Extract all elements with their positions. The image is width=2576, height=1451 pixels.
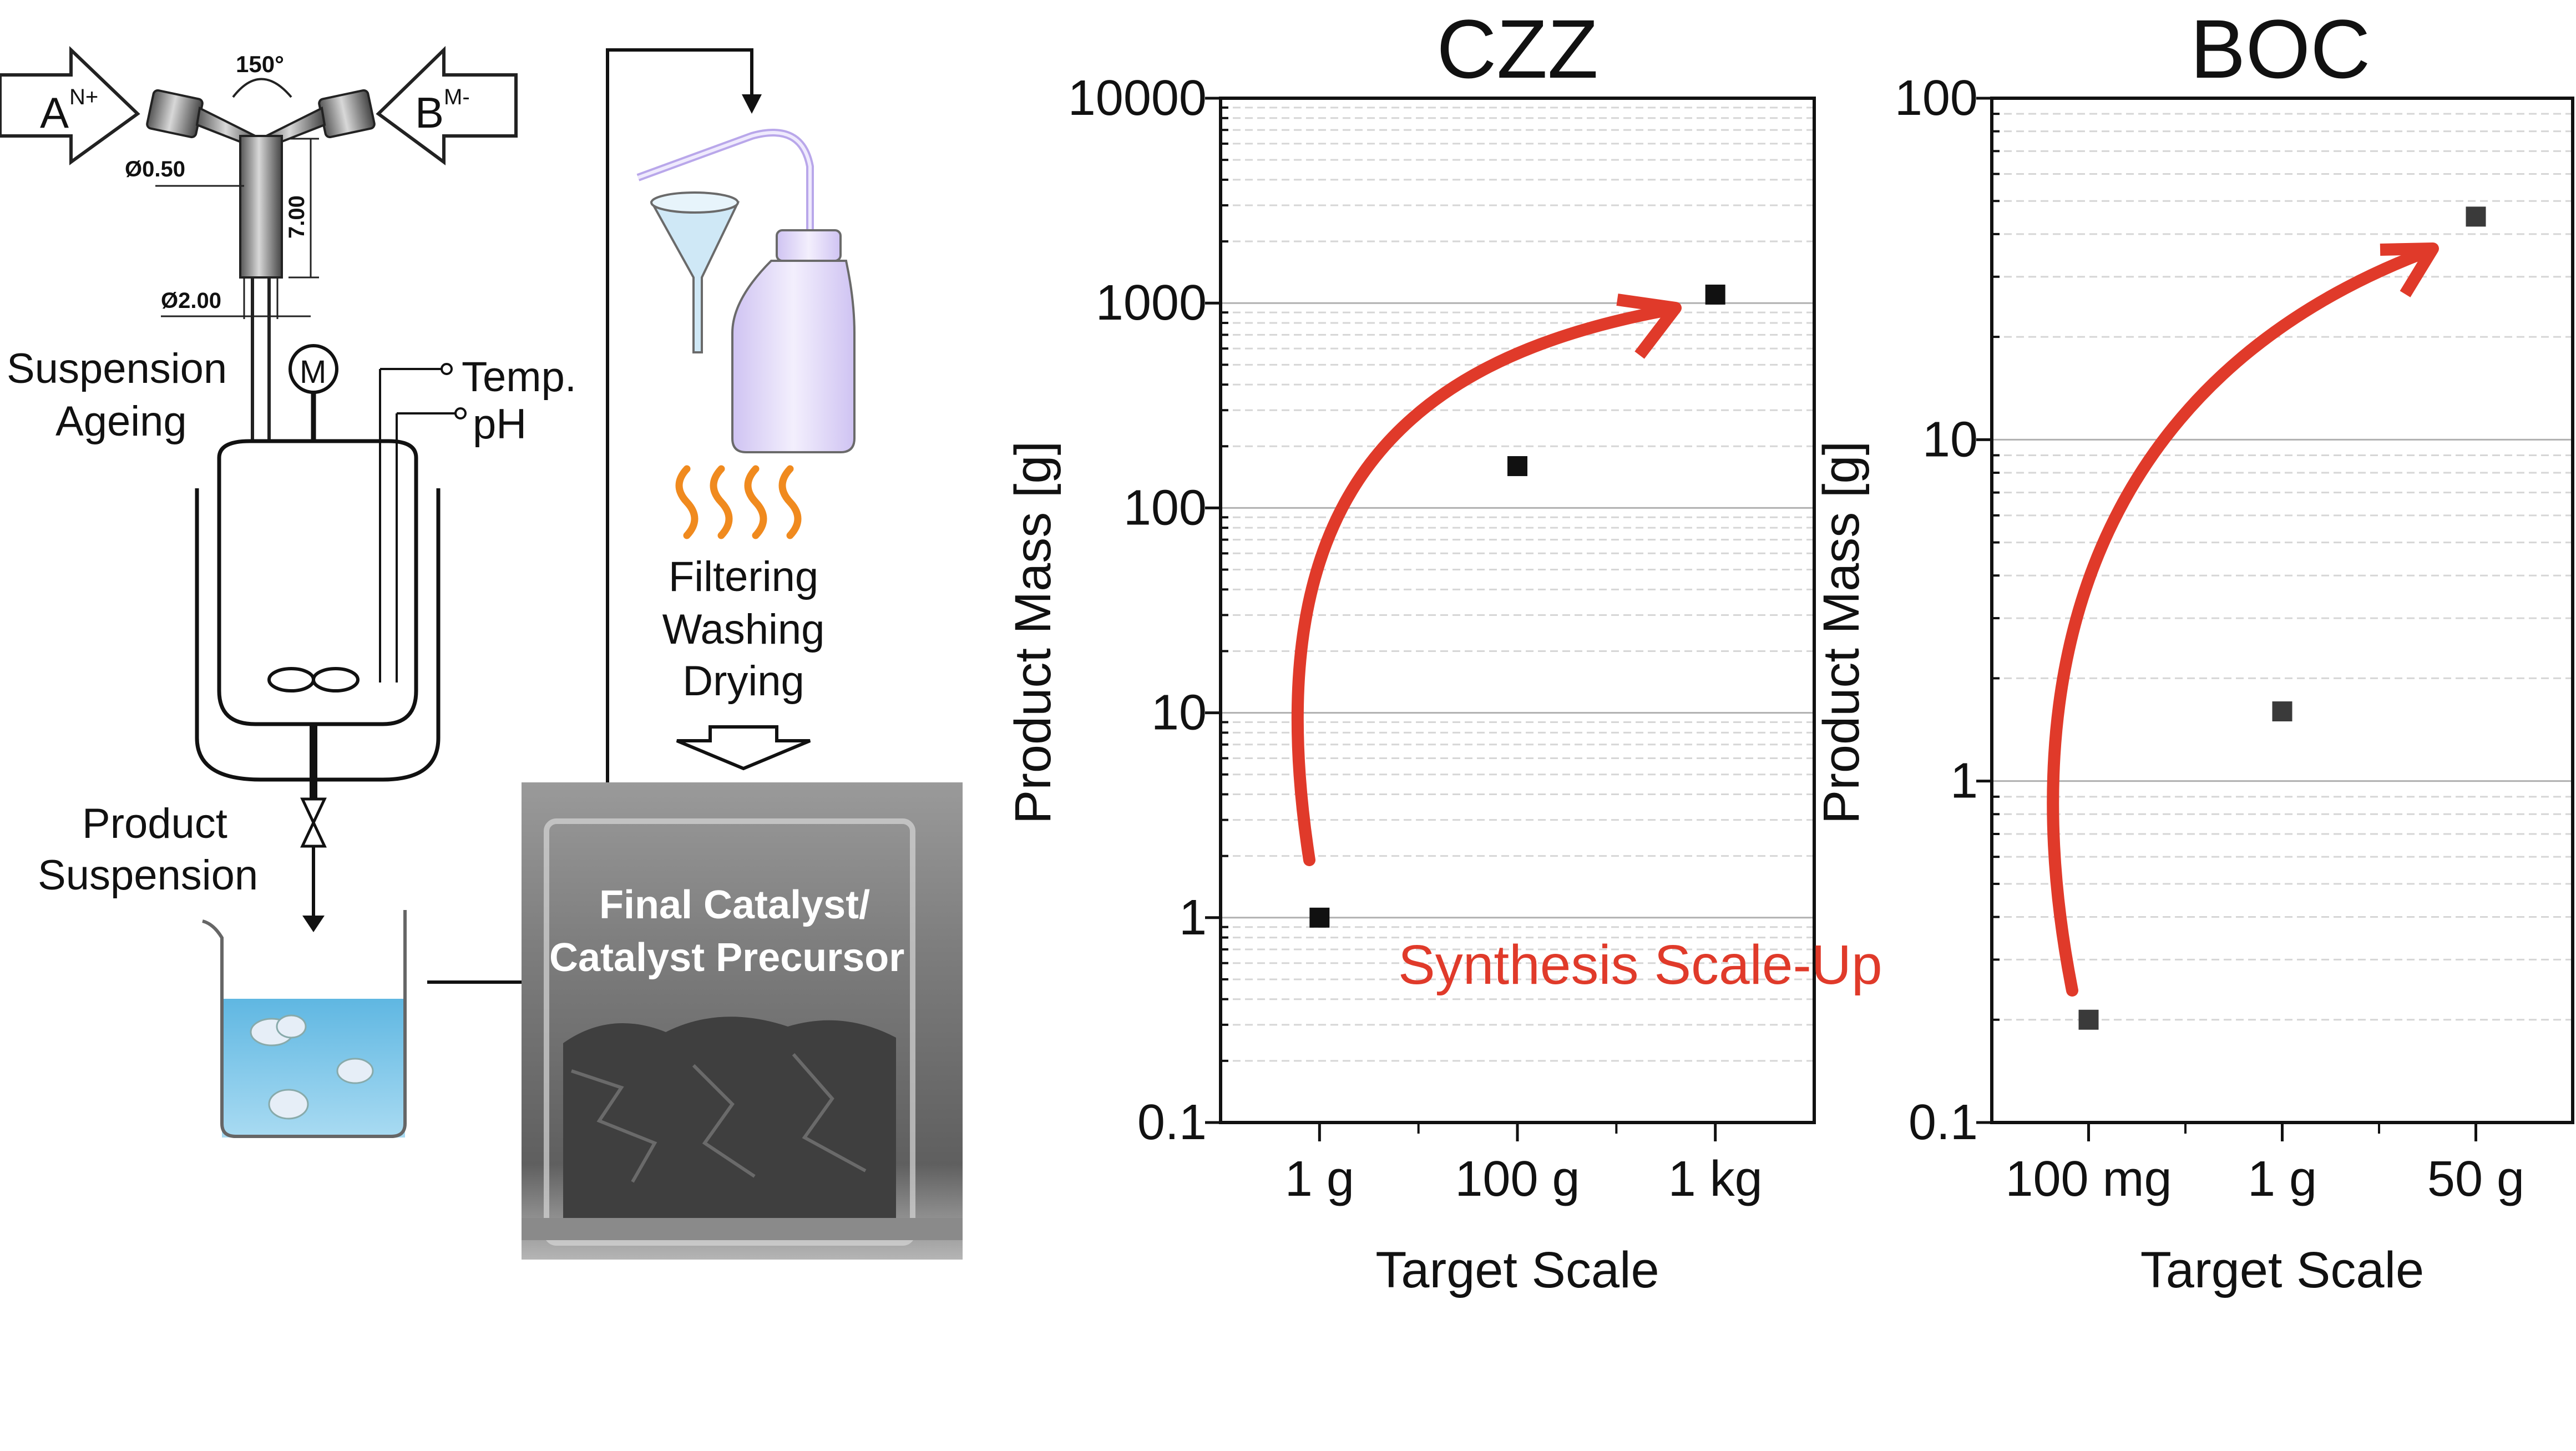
x-tick-label: 1 g: [1285, 1151, 1354, 1207]
x-axis-label: Target Scale: [1375, 1242, 1659, 1298]
dim-length: 7.00: [285, 195, 309, 239]
czz-arrowhead-icon: [1616, 294, 1682, 359]
inlet-b-label: B: [415, 88, 444, 137]
inlet-b-charge: M-: [444, 85, 470, 109]
motor-label: M: [300, 354, 326, 390]
mixer-angle: 150°: [236, 51, 284, 77]
y-axis-label: Product Mass [g]: [1813, 441, 1870, 824]
czz-chart: 0.1 1 10 100 1000 10000 1 g 100 g 1 kg CZZ Target …: [1005, 2, 1816, 1298]
x-tick-label: 100 mg: [2005, 1151, 2172, 1207]
y-tick-label: 1: [1950, 754, 1978, 809]
y-tick-label: 0.1: [1909, 1095, 1978, 1150]
photo-label-line1: Final Catalyst/: [599, 883, 870, 927]
product-label-line2: Suspension: [38, 852, 258, 899]
inlet-a-charge: N+: [69, 85, 98, 109]
scaleup-arrows: [1291, 242, 2439, 997]
y-axis-label: Product Mass [g]: [1005, 441, 1061, 824]
chart-title: BOC: [2190, 2, 2370, 95]
dim-inlet: Ø0.50: [125, 157, 185, 181]
dim-outlet: Ø2.00: [161, 289, 221, 313]
y-tick-label: 1: [1179, 890, 1207, 946]
scaleup-label: Synthesis Scale-Up: [1398, 934, 1882, 996]
valve-icon: [300, 797, 327, 848]
x-tick-label: 50 g: [2427, 1151, 2524, 1207]
boc-chart: 0.1 1 10 100 100 mg 1 g 50 g BOC Target Scale Pro…: [1813, 2, 2574, 1298]
y-tick-label: 0.1: [1137, 1095, 1207, 1150]
inlet-a-label: A: [40, 88, 69, 137]
y-tick-label: 10: [1922, 412, 1978, 467]
wash-bottle-icon: [636, 129, 856, 453]
down-arrow-icon: [676, 725, 811, 771]
czz-scaleup-arrow: [1291, 305, 1671, 866]
photo-label-line2: Catalyst Precursor: [549, 936, 904, 980]
chart-title: CZZ: [1436, 2, 1598, 95]
data-point: [1705, 284, 1725, 305]
x-tick-label: 1 g: [2248, 1151, 2317, 1207]
inlet-arrow-b: [376, 45, 518, 165]
product-label-line1: Product: [82, 800, 227, 847]
data-point: [2272, 701, 2292, 722]
ageing-label-line2: Ageing: [55, 398, 187, 445]
data-point: [1309, 907, 1330, 928]
x-tick-label: 1 kg: [1668, 1151, 1763, 1207]
stirred-reactor: M: [195, 277, 467, 932]
y-tick-label: 10: [1151, 685, 1207, 741]
y-tick-label: 100: [1123, 480, 1207, 535]
mixer-assembly: A N+ B M- 150° Ø0.50 7.00 Ø2.00: [0, 45, 518, 319]
temp-label: Temp.: [462, 353, 576, 401]
heat-icon: [675, 465, 802, 539]
boc-arrowhead-icon: [2380, 242, 2439, 297]
x-tick-label: 100 g: [1455, 1151, 1580, 1207]
y-tick-label: 100: [1895, 70, 1978, 126]
boc-scaleup-arrow: [2047, 246, 2431, 997]
ageing-label-line1: Suspension: [7, 345, 227, 392]
step-filtering: Filtering: [669, 553, 818, 600]
step-washing: Washing: [662, 606, 825, 653]
data-point: [1507, 456, 1527, 477]
catalyst-photo: [522, 782, 963, 1260]
y-tick-label: 10000: [1068, 70, 1207, 126]
ph-label: pH: [473, 401, 527, 448]
beaker-icon: [202, 910, 407, 1138]
inlet-arrow-a: [0, 45, 140, 165]
x-axis-label: Target Scale: [2140, 1242, 2424, 1298]
step-drying: Drying: [682, 658, 804, 705]
data-point: [2078, 1009, 2099, 1030]
y-tick-label: 1000: [1096, 275, 1207, 331]
data-point: [2466, 206, 2486, 227]
impeller-icon: [267, 667, 360, 692]
funnel-icon: [650, 191, 740, 353]
y-mixer-icon: [146, 78, 376, 279]
